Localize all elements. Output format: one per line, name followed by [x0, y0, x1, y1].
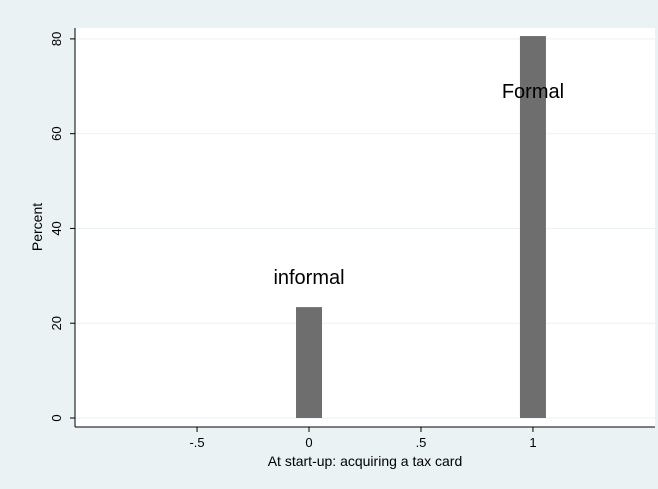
bar — [519, 36, 546, 418]
y-tick-label: 60 — [49, 126, 64, 140]
x-tick-label: 0 — [305, 435, 312, 450]
y-tick-label: 40 — [49, 221, 64, 235]
x-tick-label: .5 — [416, 435, 427, 450]
bar — [296, 307, 323, 418]
annotation: Formal — [502, 81, 564, 103]
y-tick-label: 0 — [49, 414, 64, 421]
x-tick-label: -.5 — [189, 435, 204, 450]
y-tick-label: 20 — [49, 316, 64, 330]
plot-area — [75, 28, 655, 427]
y-tick-label: 80 — [49, 32, 64, 46]
x-tick-label: 1 — [529, 435, 536, 450]
annotation: informal — [273, 267, 344, 289]
x-axis-label: At start-up: acquiring a tax card — [268, 453, 463, 469]
y-axis-label: Percent — [29, 203, 45, 251]
